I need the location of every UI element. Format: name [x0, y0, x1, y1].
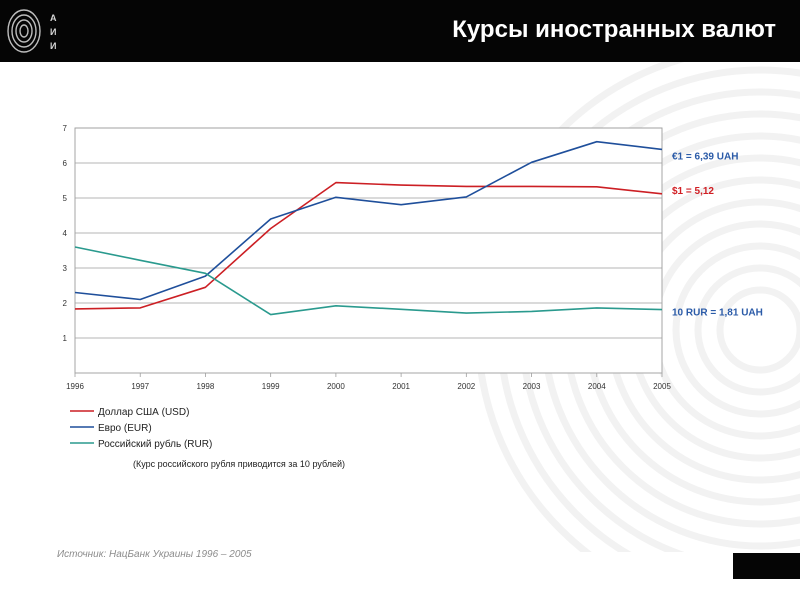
y-tick-label: 5: [63, 194, 68, 203]
fingerprint-icon: [7, 9, 41, 53]
y-tick-label: 3: [63, 264, 68, 273]
x-tick-label: 2000: [327, 382, 345, 391]
logo-letter-3: И: [50, 41, 56, 51]
legend: Доллар США (USD) Евро (EUR) Российский руб…: [70, 407, 212, 450]
annotations: €1 = 6,39 UAH $1 = 5,12 10 RUR = 1,81 UAH: [672, 151, 763, 318]
y-tick-label: 1: [63, 334, 68, 343]
note-text: (Курс российского рубля приводится за 10…: [133, 459, 345, 469]
x-tick-label: 2003: [523, 382, 541, 391]
bg-arc: [672, 242, 800, 418]
chart: 1 2 3 4 5 6 7 1996 1997 1998 1999 2000 2001 2002 2003…: [63, 62, 800, 552]
source-text: Источник: НацБанк Украины 1996 – 2005: [57, 549, 252, 560]
bg-arc: [694, 264, 800, 396]
y-tick-label: 7: [63, 124, 68, 133]
logo-letter-1: А: [50, 13, 57, 23]
x-tick-label: 2004: [588, 382, 606, 391]
y-tick-label: 6: [63, 159, 68, 168]
x-tick-label: 1999: [262, 382, 280, 391]
x-tick-label: 1998: [197, 382, 215, 391]
annotation-label: €1 = 6,39 UAH: [672, 151, 738, 162]
header-bar: А И И Курсы иностранных валют: [0, 0, 800, 62]
series-line-2: [74, 140, 663, 301]
annotation-label: $1 = 5,12: [672, 186, 714, 197]
x-axis-ticks: 1996 1997 1998 1999 2000 2001 2002 2003 2004 2005: [66, 373, 671, 391]
series-line-1: [74, 181, 663, 310]
y-axis-ticks: 1 2 3 4 5 6 7: [63, 124, 68, 343]
x-tick-label: 2005: [653, 382, 671, 391]
logo-letter-2: И: [50, 27, 56, 37]
series-line-3: [74, 246, 663, 316]
y-tick-label: 4: [63, 229, 68, 238]
plot-area: [74, 127, 663, 374]
x-tick-label: 1997: [131, 382, 149, 391]
legend-entry: Российский рубль (RUR): [98, 438, 212, 450]
legend-entry: Евро (EUR): [98, 423, 152, 434]
y-tick-label: 2: [63, 299, 68, 308]
logo: А И И: [7, 9, 57, 53]
x-tick-label: 2001: [392, 382, 410, 391]
page-title: Курсы иностранных валют: [452, 16, 776, 43]
footer-block: [733, 553, 800, 579]
x-tick-label: 1996: [66, 382, 84, 391]
x-tick-label: 2002: [457, 382, 475, 391]
bg-arc: [716, 286, 800, 374]
gridlines: [75, 127, 662, 339]
series-lines: [74, 140, 663, 316]
annotation-label: 10 RUR = 1,81 UAH: [672, 308, 763, 319]
legend-entry: Доллар США (USD): [98, 407, 189, 418]
